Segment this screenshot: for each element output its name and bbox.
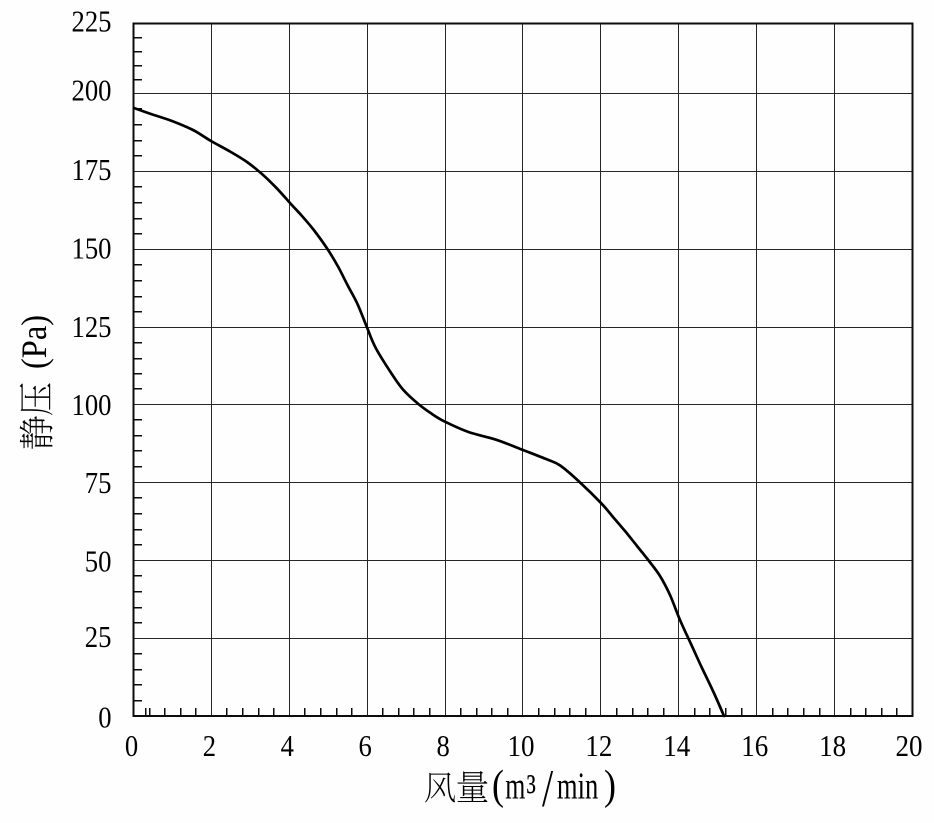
svg-text:18: 18 bbox=[819, 728, 846, 763]
svg-text:75: 75 bbox=[85, 465, 112, 500]
svg-text:100: 100 bbox=[72, 387, 112, 422]
svg-text:m: m bbox=[505, 766, 525, 808]
svg-text:0: 0 bbox=[125, 728, 138, 763]
svg-text:12: 12 bbox=[585, 728, 612, 763]
svg-text:20: 20 bbox=[896, 728, 923, 763]
svg-text:2: 2 bbox=[203, 728, 216, 763]
svg-text:16: 16 bbox=[741, 728, 768, 763]
svg-text:14: 14 bbox=[663, 728, 690, 763]
svg-text:25: 25 bbox=[85, 619, 112, 654]
svg-text:0: 0 bbox=[98, 700, 111, 735]
svg-text:(Pa): (Pa) bbox=[14, 315, 54, 369]
svg-text:min: min bbox=[557, 766, 598, 808]
svg-text:): ) bbox=[604, 762, 616, 808]
svg-text:4: 4 bbox=[281, 728, 295, 763]
svg-text:175: 175 bbox=[72, 152, 112, 187]
svg-text:150: 150 bbox=[72, 231, 112, 266]
svg-text:6: 6 bbox=[359, 728, 372, 763]
svg-text:³: ³ bbox=[527, 764, 537, 815]
svg-text:200: 200 bbox=[72, 73, 112, 108]
svg-text:/: / bbox=[542, 760, 554, 819]
svg-text:8: 8 bbox=[436, 728, 449, 763]
svg-text:(: ( bbox=[492, 762, 504, 808]
svg-text:225: 225 bbox=[72, 4, 112, 39]
svg-text:125: 125 bbox=[72, 309, 112, 344]
svg-text:10: 10 bbox=[508, 728, 535, 763]
svg-text:50: 50 bbox=[85, 544, 112, 579]
